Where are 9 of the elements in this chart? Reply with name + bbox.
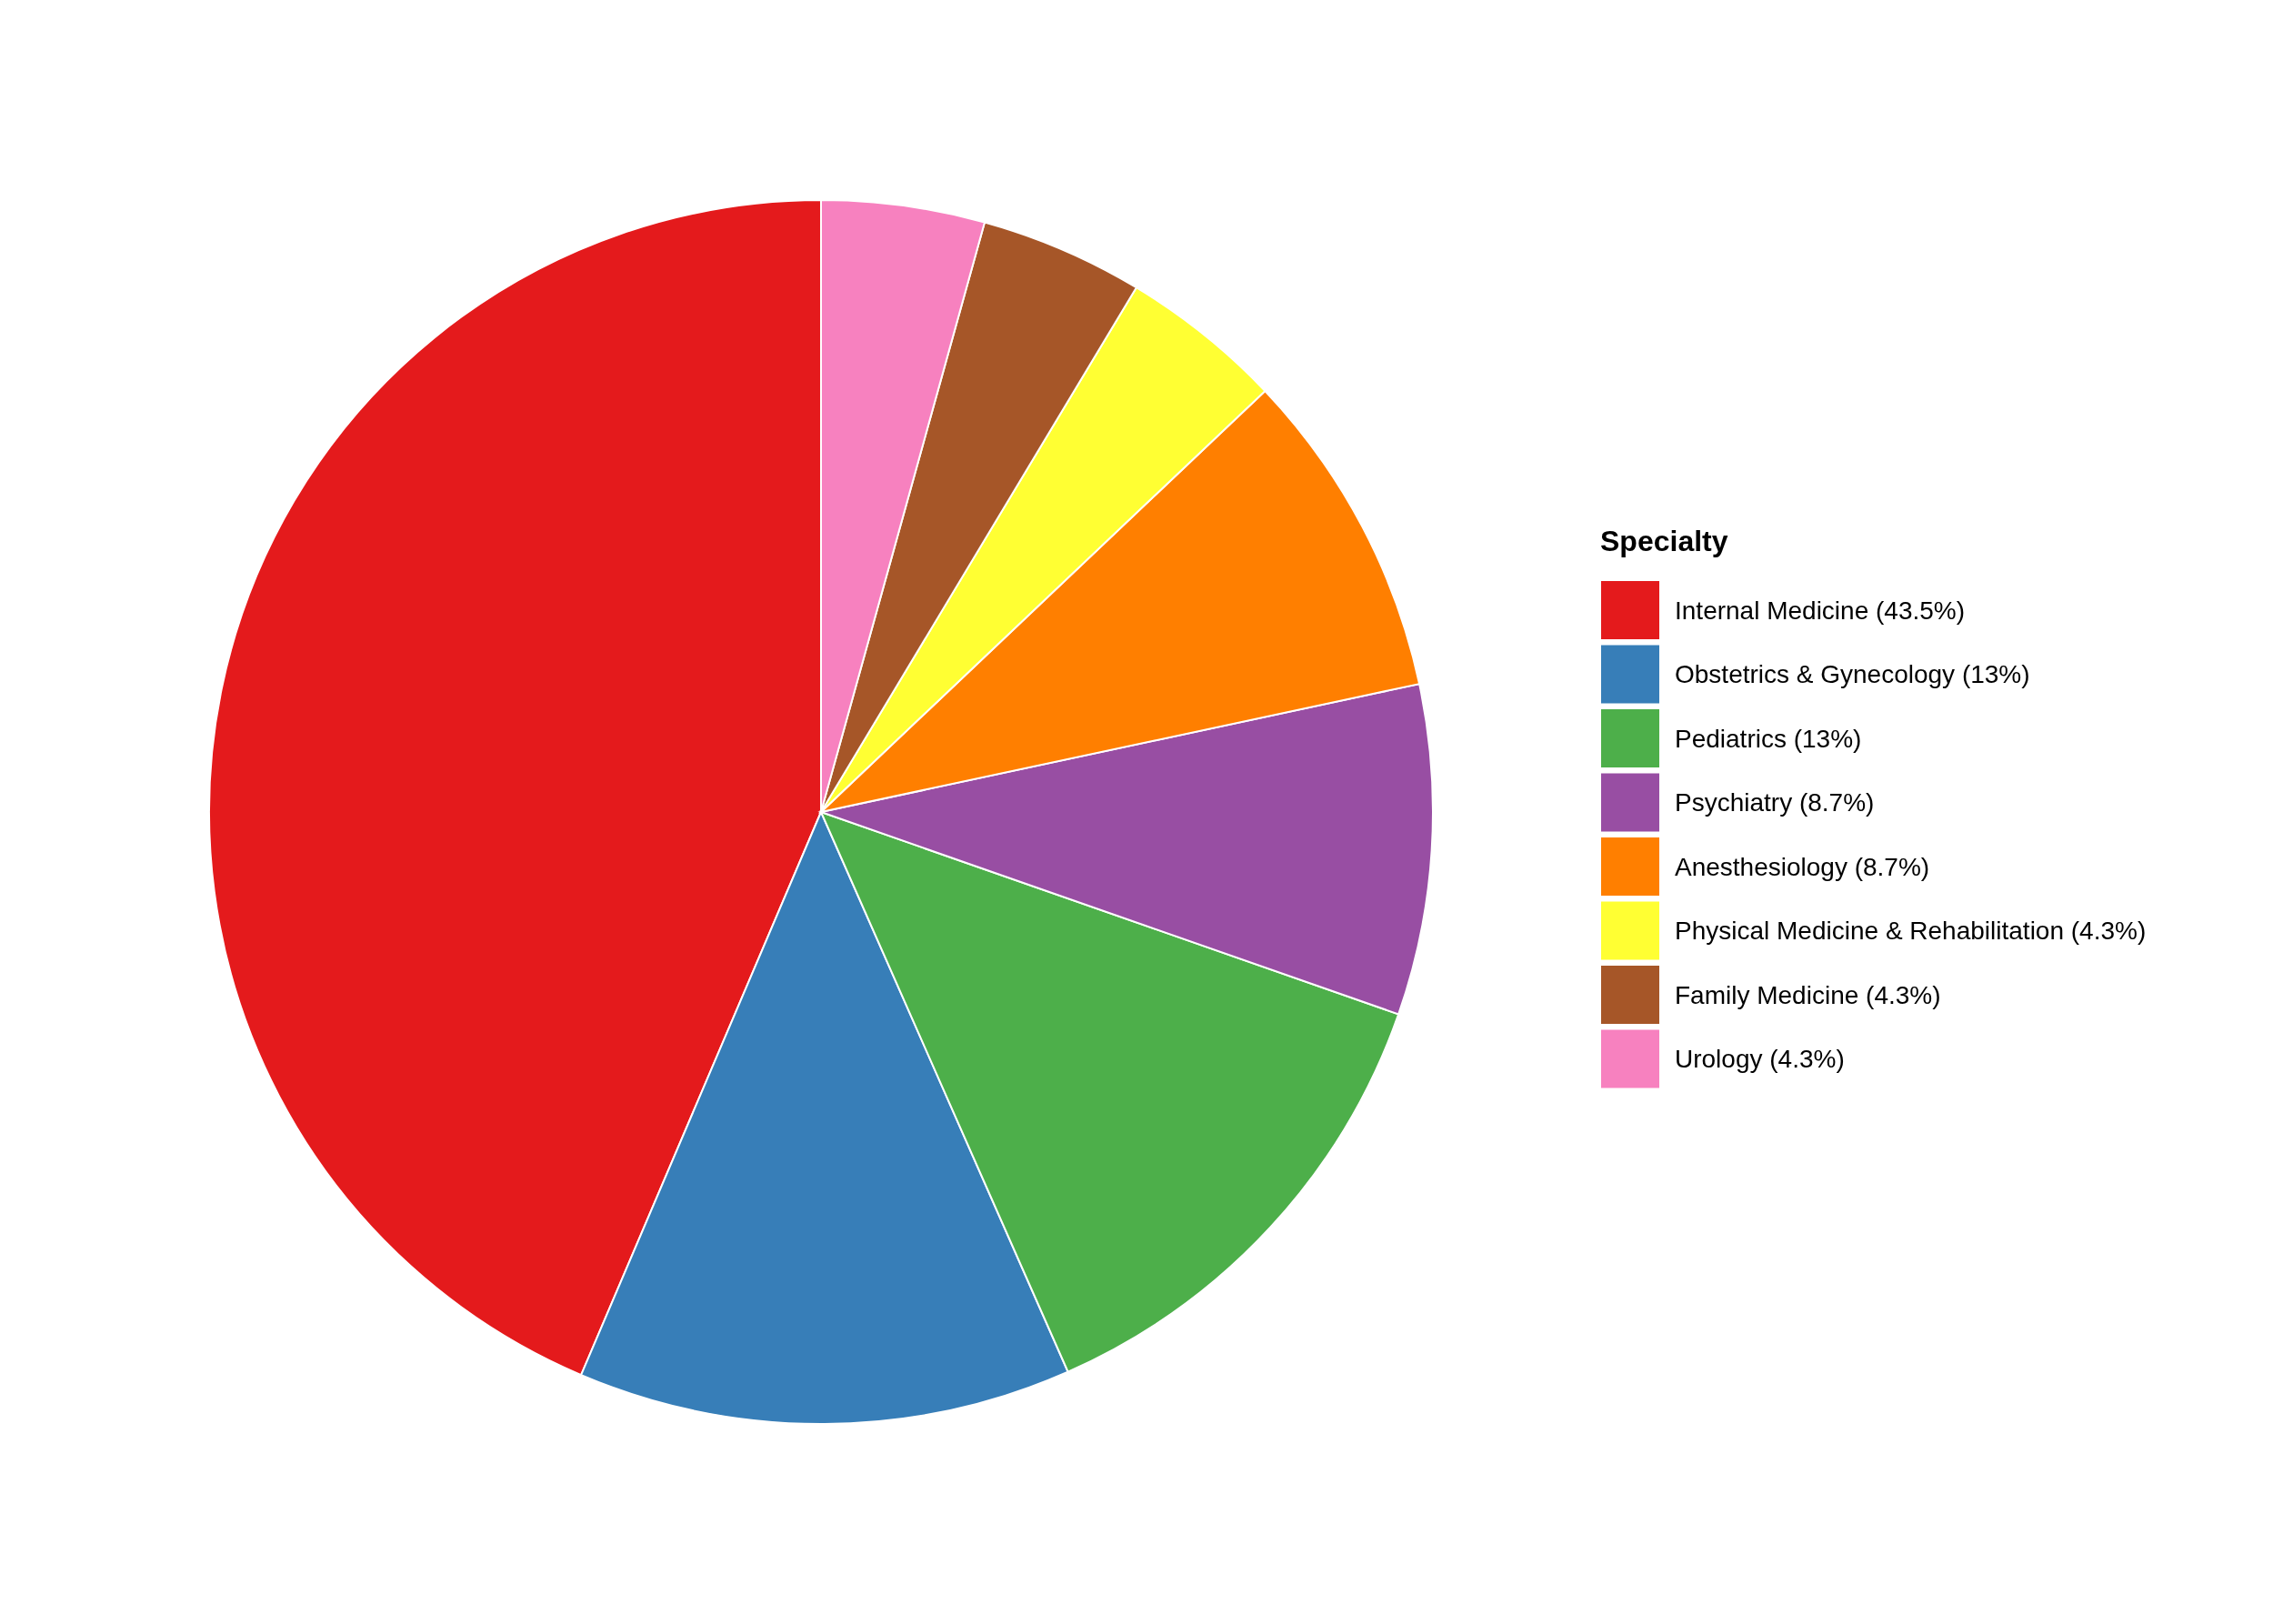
legend-label: Psychiatry (8.7%) (1675, 788, 1875, 817)
legend-title: Specialty (1600, 525, 1728, 557)
legend-label: Internal Medicine (43.5%) (1675, 596, 1966, 625)
legend-label: Urology (4.3%) (1675, 1045, 1845, 1074)
legend-label: Physical Medicine & Rehabilitation (4.3%) (1675, 917, 2147, 946)
legend-label: Anesthesiology (8.7%) (1675, 852, 1930, 881)
legend-label: Family Medicine (4.3%) (1675, 980, 1941, 1009)
legend-label: Pediatrics (13%) (1675, 724, 1862, 753)
legend-label: Obstetrics & Gynecology (13%) (1675, 660, 2030, 689)
